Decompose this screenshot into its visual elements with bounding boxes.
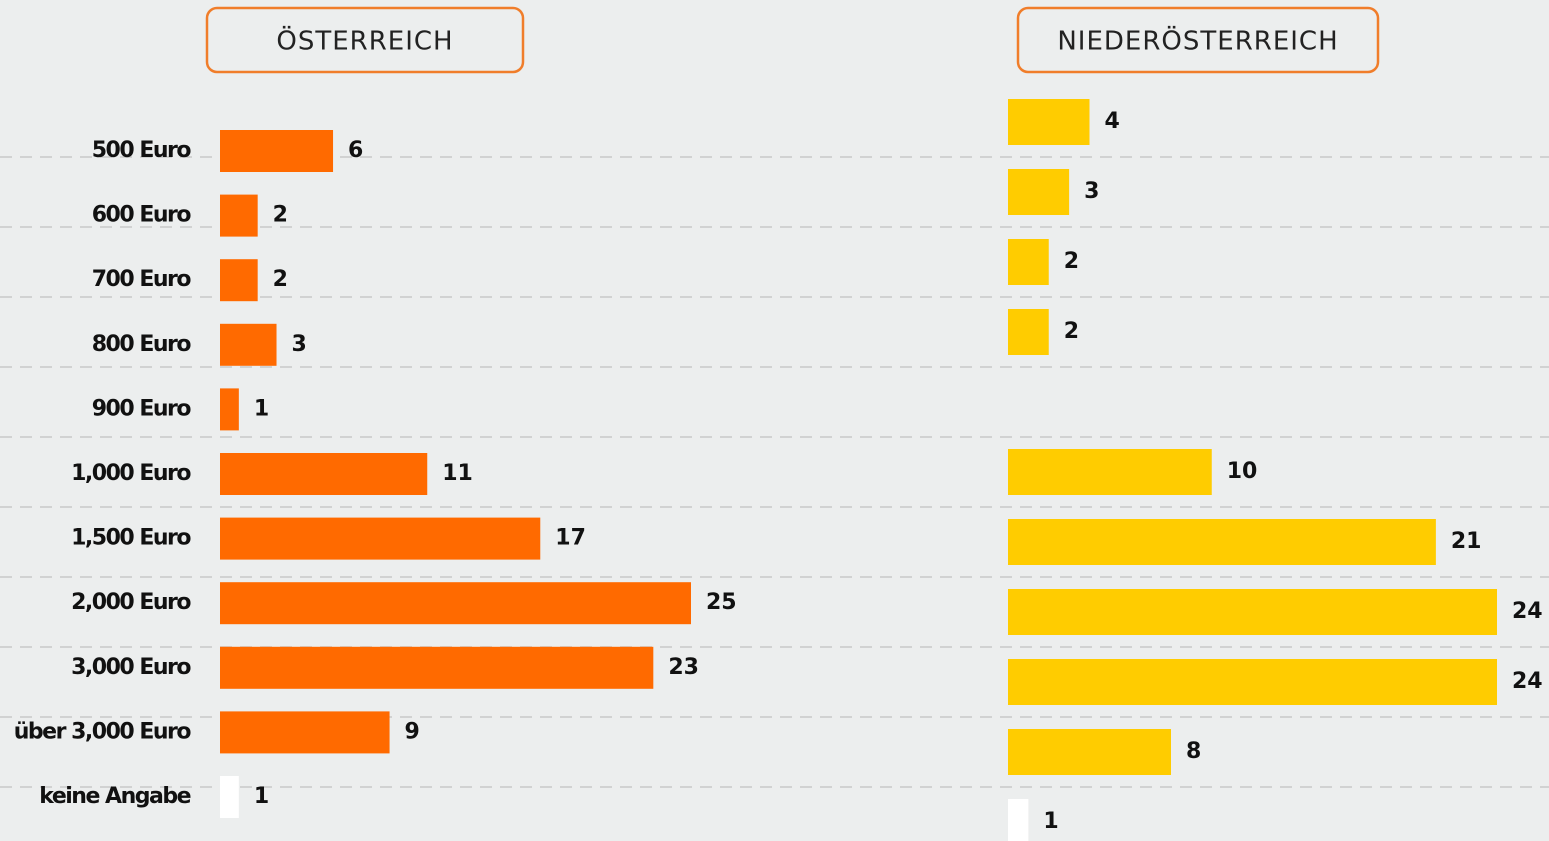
category-label: keine Angabe bbox=[39, 784, 190, 809]
value-label: 3 bbox=[1084, 179, 1099, 204]
bar bbox=[1008, 729, 1171, 775]
value-label: 2 bbox=[1064, 319, 1079, 344]
category-label: 700 Euro bbox=[92, 267, 192, 292]
bar bbox=[220, 582, 691, 625]
bar bbox=[1008, 169, 1070, 215]
value-label: 8 bbox=[1186, 739, 1201, 764]
bar bbox=[220, 259, 258, 302]
bar bbox=[1008, 99, 1090, 145]
bar bbox=[220, 194, 258, 237]
value-label: 2 bbox=[273, 203, 288, 228]
bar bbox=[1008, 239, 1049, 285]
value-label: 1 bbox=[1043, 809, 1058, 834]
category-label: 800 Euro bbox=[92, 332, 192, 357]
value-label: 4 bbox=[1105, 109, 1120, 134]
category-label: 1,000 Euro bbox=[71, 461, 191, 486]
title-box bbox=[205, 6, 525, 74]
chart-title: NIEDERÖSTERREICH bbox=[1057, 25, 1338, 57]
value-label: 11 bbox=[442, 461, 473, 486]
category-label: 1,500 Euro bbox=[71, 526, 191, 551]
value-label: 25 bbox=[706, 590, 737, 615]
bar bbox=[220, 517, 541, 560]
value-label: 3 bbox=[292, 332, 307, 357]
value-label: 10 bbox=[1227, 459, 1258, 484]
bar bbox=[220, 776, 239, 818]
category-label: 500 Euro bbox=[92, 138, 192, 163]
value-label: 23 bbox=[668, 655, 699, 680]
value-label: 24 bbox=[1512, 599, 1543, 624]
bar bbox=[1008, 519, 1436, 565]
value-label: 9 bbox=[405, 719, 420, 744]
bar bbox=[1008, 799, 1029, 841]
bar bbox=[220, 388, 239, 431]
bar bbox=[220, 711, 390, 754]
bar bbox=[220, 130, 334, 172]
bar bbox=[220, 646, 654, 689]
category-label: 600 Euro bbox=[92, 203, 192, 228]
category-label: 900 Euro bbox=[92, 396, 192, 421]
value-label: 21 bbox=[1451, 529, 1482, 554]
value-label: 1 bbox=[254, 784, 269, 809]
value-label: 6 bbox=[348, 138, 363, 163]
value-label: 24 bbox=[1512, 669, 1543, 694]
bar bbox=[1008, 589, 1497, 635]
bar bbox=[1008, 659, 1497, 705]
value-label: 17 bbox=[555, 526, 586, 551]
title-box bbox=[1016, 6, 1380, 74]
grid bbox=[0, 156, 1549, 788]
bar bbox=[1008, 449, 1212, 495]
category-label: über 3,000 Euro bbox=[14, 719, 192, 744]
category-label: 3,000 Euro bbox=[71, 655, 191, 680]
bar bbox=[1008, 309, 1049, 355]
value-label: 1 bbox=[254, 396, 269, 421]
value-label: 2 bbox=[273, 267, 288, 292]
value-label: 2 bbox=[1064, 249, 1079, 274]
bar bbox=[220, 453, 428, 495]
category-label: 2,000 Euro bbox=[71, 590, 191, 615]
chart-title: ÖSTERREICH bbox=[276, 25, 453, 57]
bar bbox=[220, 323, 277, 366]
